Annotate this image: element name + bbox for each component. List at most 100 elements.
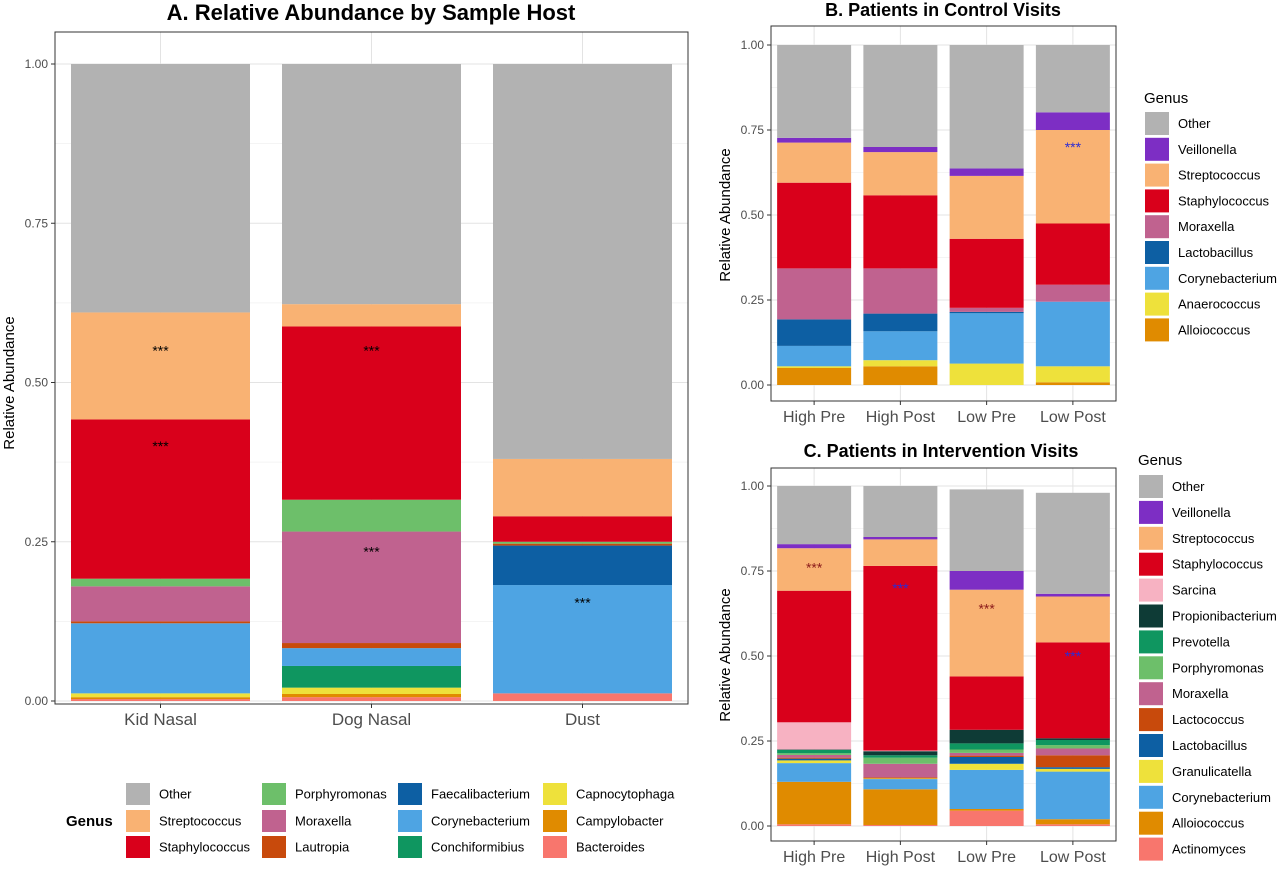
panel-b-legend-swatch-other (1145, 112, 1169, 135)
panel-c-bar-high-post-granulicatella (863, 778, 938, 780)
panel-c-bar-high-pre-lactobacillus (777, 758, 852, 761)
panel-b-bar-low-pre-moraxella (949, 307, 1024, 312)
panel-b-bar-low-pre-staphylococcus (949, 238, 1024, 308)
panel-a-bar-kid-nasal-porphyromonas (71, 578, 250, 587)
panel-b-x-tick-label-low-post: Low Post (1040, 409, 1106, 426)
panel-b-y-tick-label: 0.25 (741, 293, 765, 307)
panel-c-bar-high-post-prevotella (863, 755, 938, 758)
panel-a-bar-dog-nasal-other (282, 64, 461, 305)
panel-a-y-tick-label: 0.25 (25, 535, 49, 549)
panel-c-bar-high-post-sarcina (863, 750, 938, 752)
panel-a-legend-swatch-moraxella (262, 810, 286, 832)
panel-a-legend-swatch-corynebacterium (398, 810, 422, 832)
panel-c-y-tick-label: 1.00 (741, 479, 765, 493)
panel-c-bar-high-pre-lactococcus (777, 757, 852, 759)
panel-a-legend-title: Genus (66, 813, 113, 830)
panel-b-plot: *** 0.00 0.25 0.50 0.75 1.00 High Pre High Post… (741, 25, 1117, 426)
panel-b-y-tick-label: 0.50 (741, 208, 765, 222)
panel-c-bar-low-post-other (1035, 492, 1110, 594)
panel-c-annotation-high-pre: *** (806, 560, 823, 576)
panel-b-bar-high-post-lactobacillus (863, 313, 938, 332)
panel-b-bar-high-pre-alloiococcus (777, 368, 852, 385)
panel-c-bar-low-pre-propionibacterium (949, 729, 1024, 744)
panel-a-bar-kid-nasal-moraxella (71, 586, 250, 622)
panel-c-legend-swatch-granulicatella (1139, 759, 1163, 783)
panel-c-bar-low-pre-moraxella (949, 752, 1024, 756)
panel-c-bar-low-post-porphyromonas (1035, 745, 1110, 749)
panel-c-bar-high-post-porphyromonas (863, 757, 938, 764)
panel-c-bar-low-post-veillonella (1035, 593, 1110, 597)
panel-b-y-tick-label: 0.00 (741, 378, 765, 392)
panel-a-bar-dust-corynebacterium (493, 585, 672, 694)
panel-c-legend-label-lactobacillus: Lactobacillus (1172, 738, 1248, 753)
panel-b: B. Patients in Control Visits Relative A… (717, 0, 1277, 426)
panel-c-legend-swatch-corynebacterium (1139, 785, 1163, 809)
panel-c-bar-low-pre-prevotella (949, 743, 1024, 750)
panel-b-legend-swatch-anaerococcus (1145, 292, 1169, 316)
panel-c-legend-swatch-lactococcus (1139, 708, 1163, 732)
panel-c-bar-low-pre-alloiococcus (949, 809, 1024, 811)
panel-a-bar-dust-streptococcus (493, 458, 672, 517)
panel-b-bar-low-pre-streptococcus (949, 175, 1024, 239)
panel-a-bar-dog-nasal-capnocytophaga (282, 687, 461, 694)
panel-b-bar-high-post-corynebacterium (863, 331, 938, 361)
panel-c-bar-low-post-streptococcus (1035, 596, 1110, 643)
panel-b-x-tick-label-high-pre: High Pre (783, 409, 845, 426)
panel-c-bar-high-pre-granulicatella (777, 760, 852, 764)
panel-c-bar-high-post-veillonella (863, 537, 938, 540)
panel-c-plot: *** *** *** *** 0.00 0.25 0.50 0.75 1.00 High Pre… (741, 467, 1117, 866)
panel-c-bar-low-post-actinomyces (1035, 824, 1110, 826)
panel-a-bar-dog-nasal-moraxella (282, 531, 461, 644)
panel-a-legend-swatch-faecalibacterium (398, 783, 422, 805)
panel-c-legend-label-other: Other (1172, 479, 1205, 494)
panel-a-legend-swatch-streptococcus (126, 810, 150, 832)
panel-a-bar-dog-nasal-campylobacter (282, 693, 461, 698)
panel-c-legend-swatch-lactobacillus (1139, 734, 1163, 757)
panel-b-bar-high-post-anaerococcus (863, 360, 938, 367)
panel-a-bar-dust-bacteroides (493, 693, 672, 701)
panel-c-bar-high-pre-other (777, 486, 852, 545)
panel-a-bar-kid-nasal-lautropia (71, 621, 250, 624)
panel-b-legend-swatch-alloiococcus (1145, 318, 1169, 342)
panel-c-title: C. Patients in Intervention Visits (804, 441, 1079, 461)
panel-a-legend: Genus Other Streptococcus Staphylococcus Por… (66, 783, 675, 858)
panel-b-title: B. Patients in Control Visits (825, 0, 1061, 20)
panel-c-legend-swatch-actinomyces (1139, 837, 1163, 861)
panel-a-bar-dog-nasal-porphyromonas (282, 499, 461, 532)
panel-c-y-tick-label: 0.50 (741, 649, 765, 663)
panel-b-bar-low-post-staphylococcus (1035, 223, 1110, 285)
panel-c-bar-high-post-moraxella (863, 763, 938, 778)
panel-b-bar-high-pre-corynebacterium (777, 345, 852, 367)
panel-a-bar-dog-nasal-streptococcus (282, 304, 461, 327)
panel-b-legend-swatch-staphylococcus (1145, 189, 1169, 213)
panel-c-legend-label-sarcina: Sarcina (1172, 583, 1217, 598)
panel-a-annotation-dust: *** (574, 594, 591, 610)
panel-b-bar-high-post-staphylococcus (863, 195, 938, 269)
panel-a-annotation-kid-nasal: *** (152, 343, 169, 359)
panel-b-bar-low-post-moraxella (1035, 284, 1110, 302)
panel-a-bar-dog-nasal-bacteroides (282, 697, 461, 701)
panel-a-x-tick-label-kid-nasal: Kid Nasal (124, 710, 197, 729)
panel-c-legend-label-streptococcus: Streptococcus (1172, 531, 1255, 546)
panel-a-bar-kid-nasal-staphylococcus (71, 419, 250, 579)
panel-c-legend-swatch-propionibacterium (1139, 604, 1163, 628)
panel-c-bar-low-pre-corynebacterium (949, 769, 1024, 809)
panel-a-bar-kid-nasal-bacteroides (71, 699, 250, 701)
panel-b-bar-high-pre-veillonella (777, 137, 852, 143)
panel-c-bar-high-pre-sarcina (777, 722, 852, 750)
panel-a-legend-swatch-staphylococcus (126, 836, 150, 858)
panel-c-y-tick-label: 0.25 (741, 734, 765, 748)
panel-c-bar-low-post-propionibacterium (1035, 738, 1110, 740)
panel-c-annotation-low-post: *** (1065, 648, 1082, 664)
panel-c-legend-label-alloiococcus: Alloiococcus (1172, 816, 1245, 831)
panel-a-legend-swatch-campylobacter (543, 810, 567, 832)
panel-a-annotation-dog-nasal: *** (363, 343, 380, 359)
panel-c-legend: Genus Other Veillonella Streptococcus Staphy… (1138, 452, 1277, 861)
panel-c-legend-title: Genus (1138, 452, 1182, 469)
panel-c-x-tick-label-high-pre: High Pre (783, 849, 845, 866)
panel-c-legend-swatch-sarcina (1139, 578, 1163, 602)
panel-b-legend-label-alloiococcus: Alloiococcus (1178, 322, 1251, 337)
panel-c-bar-low-pre-veillonella (949, 571, 1024, 590)
panel-c-legend-label-propionibacterium: Propionibacterium (1172, 609, 1277, 624)
